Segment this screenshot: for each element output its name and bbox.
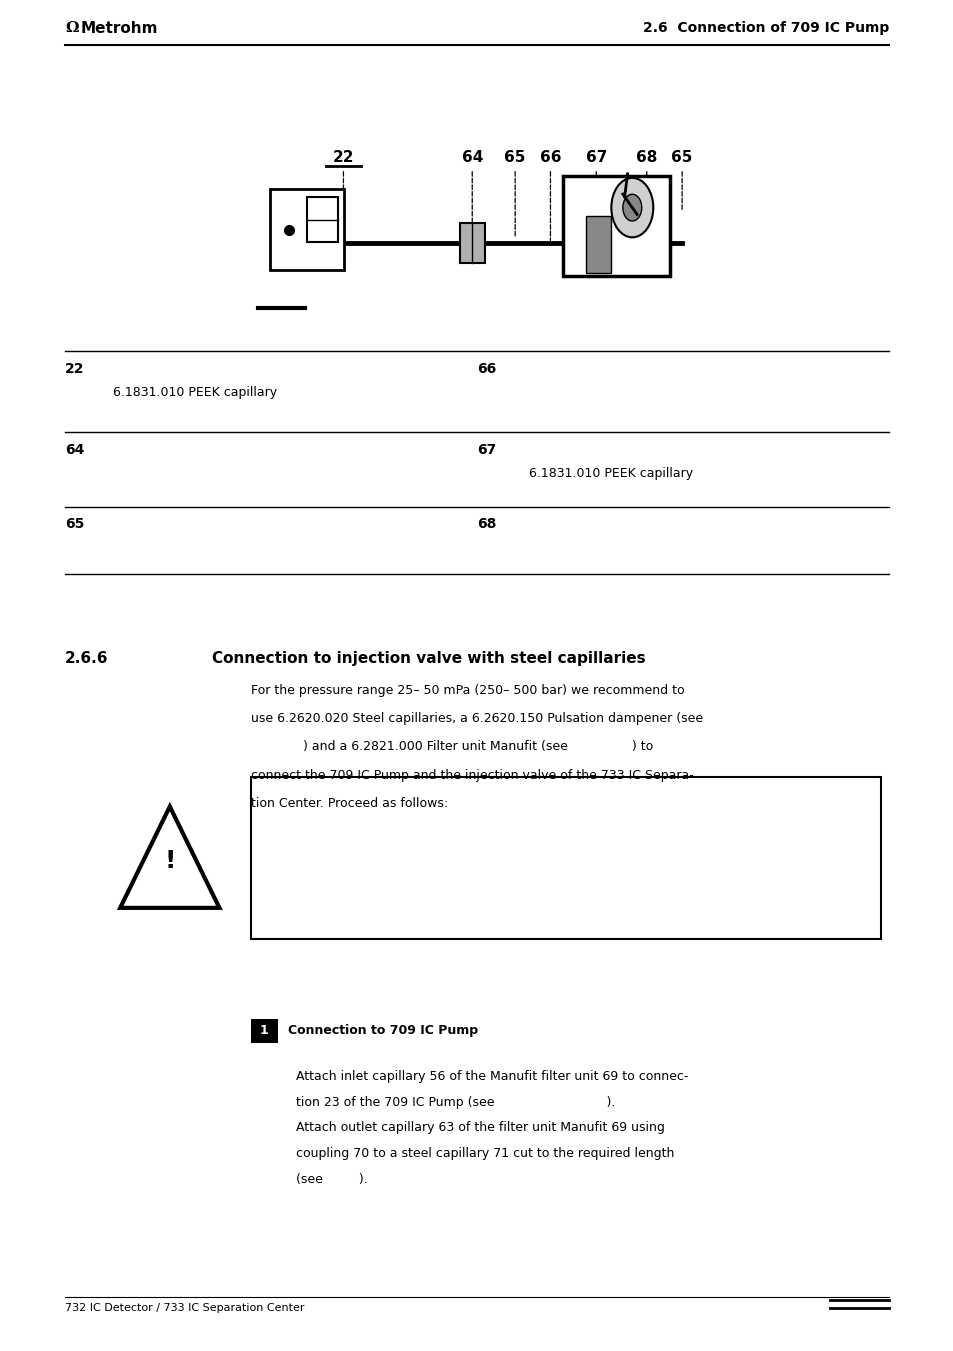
Text: 68: 68 <box>636 150 657 165</box>
Text: ) and a 6.2821.000 Filter unit Manufit (see                ) to: ) and a 6.2821.000 Filter unit Manufit (… <box>251 740 653 754</box>
Text: 68: 68 <box>476 517 496 531</box>
Bar <box>251 777 880 939</box>
Circle shape <box>622 195 641 222</box>
Text: Ω: Ω <box>65 22 78 35</box>
Text: 66: 66 <box>539 150 560 165</box>
Bar <box>586 216 611 273</box>
Text: 1: 1 <box>259 1024 269 1038</box>
Text: coupling 70 to a steel capillary 71 cut to the required length: coupling 70 to a steel capillary 71 cut … <box>295 1147 674 1161</box>
Circle shape <box>611 178 653 238</box>
Text: 2.6  Connection of 709 IC Pump: 2.6 Connection of 709 IC Pump <box>642 22 888 35</box>
Text: 65: 65 <box>671 150 692 165</box>
Text: Metrohm: Metrohm <box>81 20 158 36</box>
Text: 66: 66 <box>476 362 496 376</box>
Text: 67: 67 <box>585 150 606 165</box>
Bar <box>251 1019 277 1043</box>
Bar <box>562 176 669 276</box>
Text: Attach outlet capillary 63 of the filter unit Manufit 69 using: Attach outlet capillary 63 of the filter… <box>295 1121 664 1135</box>
Text: 732 IC Detector / 733 IC Separation Center: 732 IC Detector / 733 IC Separation Cent… <box>65 1304 304 1313</box>
Text: connect the 709 IC Pump and the injection valve of the 733 IC Separa-: connect the 709 IC Pump and the injectio… <box>251 769 693 782</box>
Text: 65: 65 <box>504 150 525 165</box>
Text: 64: 64 <box>65 443 84 457</box>
Text: (see         ).: (see ). <box>295 1173 367 1186</box>
Text: 6.1831.010 PEEK capillary: 6.1831.010 PEEK capillary <box>529 467 693 481</box>
Text: 65: 65 <box>65 517 84 531</box>
Text: 6.1831.010 PEEK capillary: 6.1831.010 PEEK capillary <box>112 386 276 400</box>
Text: 2.6.6: 2.6.6 <box>65 651 109 666</box>
Text: 22: 22 <box>333 150 354 165</box>
Bar <box>270 189 344 270</box>
Text: For the pressure range 25– 50 mPa (250– 500 bar) we recommend to: For the pressure range 25– 50 mPa (250– … <box>251 684 684 697</box>
Text: use 6.2620.020 Steel capillaries, a 6.2620.150 Pulsation dampener (see: use 6.2620.020 Steel capillaries, a 6.26… <box>251 712 702 725</box>
Text: tion 23 of the 709 IC Pump (see                            ).: tion 23 of the 709 IC Pump (see ). <box>295 1096 615 1109</box>
Text: Connection to 709 IC Pump: Connection to 709 IC Pump <box>288 1024 477 1038</box>
Text: tion Center. Proceed as follows:: tion Center. Proceed as follows: <box>251 797 448 811</box>
Polygon shape <box>120 807 219 908</box>
Text: Connection to injection valve with steel capillaries: Connection to injection valve with steel… <box>212 651 645 666</box>
Text: 67: 67 <box>476 443 496 457</box>
Text: 22: 22 <box>65 362 84 376</box>
Bar <box>459 223 484 263</box>
Text: !: ! <box>164 848 175 873</box>
Text: 64: 64 <box>461 150 482 165</box>
Text: Attach inlet capillary 56 of the Manufit filter unit 69 to connec-: Attach inlet capillary 56 of the Manufit… <box>295 1070 687 1084</box>
Bar <box>307 197 338 242</box>
